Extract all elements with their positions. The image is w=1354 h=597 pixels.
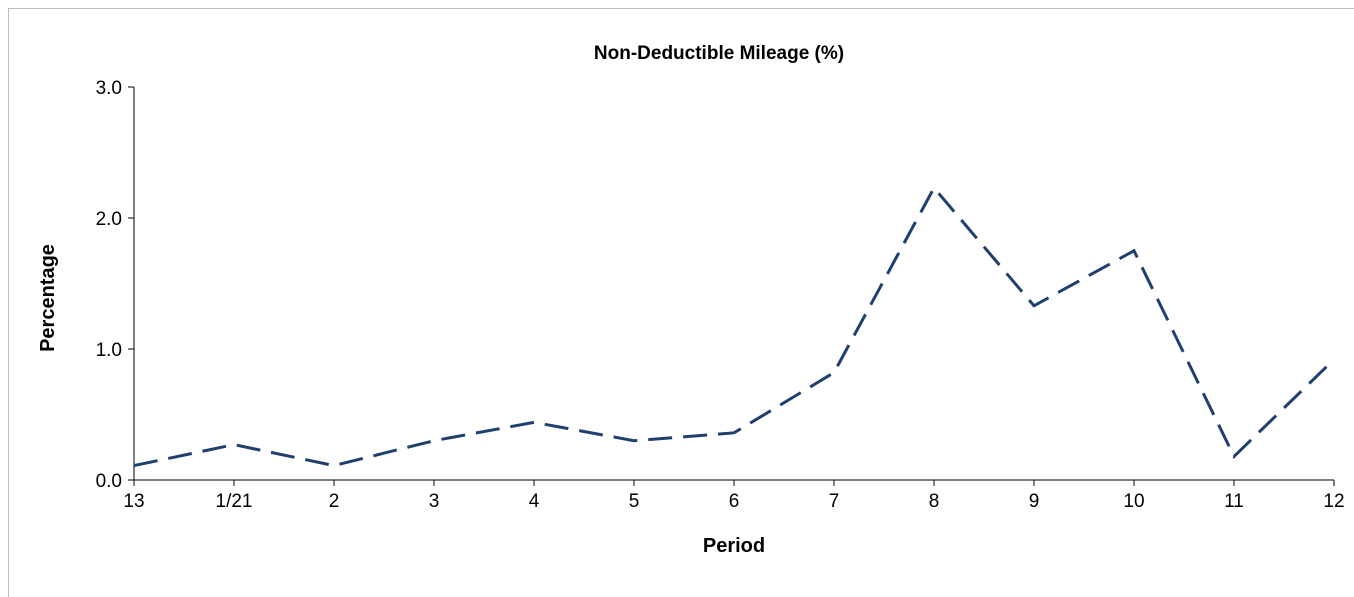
series-layer <box>133 185 1336 468</box>
x-tick-label: 7 <box>829 491 840 512</box>
x-tick-label: 9 <box>1029 491 1040 512</box>
x-tick-label: 6 <box>729 491 740 512</box>
x-tick-label: 12 <box>1323 491 1344 512</box>
axes: 0.0 1.0 2.0 3.0 13 1/21 2 3 4 5 6 7 8 9 10 11 12 <box>96 78 1345 512</box>
x-tick-label: 3 <box>429 491 440 512</box>
x-tick-label: 13 <box>123 491 144 512</box>
series-line <box>133 185 1336 468</box>
x-tick-label: 2 <box>329 491 340 512</box>
chart-title: Non-Deductible Mileage (%) <box>594 43 844 64</box>
y-tick-label: 0.0 <box>96 471 122 492</box>
y-tick-label: 1.0 <box>96 340 122 361</box>
x-tick-label: 5 <box>629 491 640 512</box>
x-tick-label: 10 <box>1123 491 1144 512</box>
y-tick-label: 3.0 <box>96 78 122 99</box>
x-tick-label: 1/21 <box>216 491 253 512</box>
y-tick-label: 2.0 <box>96 209 122 230</box>
x-tick-label: 11 <box>1224 491 1244 512</box>
x-tick-label: 4 <box>529 491 540 512</box>
y-axis-label: Percentage <box>37 244 59 352</box>
x-axis-label: Period <box>703 535 765 557</box>
chart-frame <box>8 8 1354 597</box>
x-tick-label: 8 <box>929 491 940 512</box>
